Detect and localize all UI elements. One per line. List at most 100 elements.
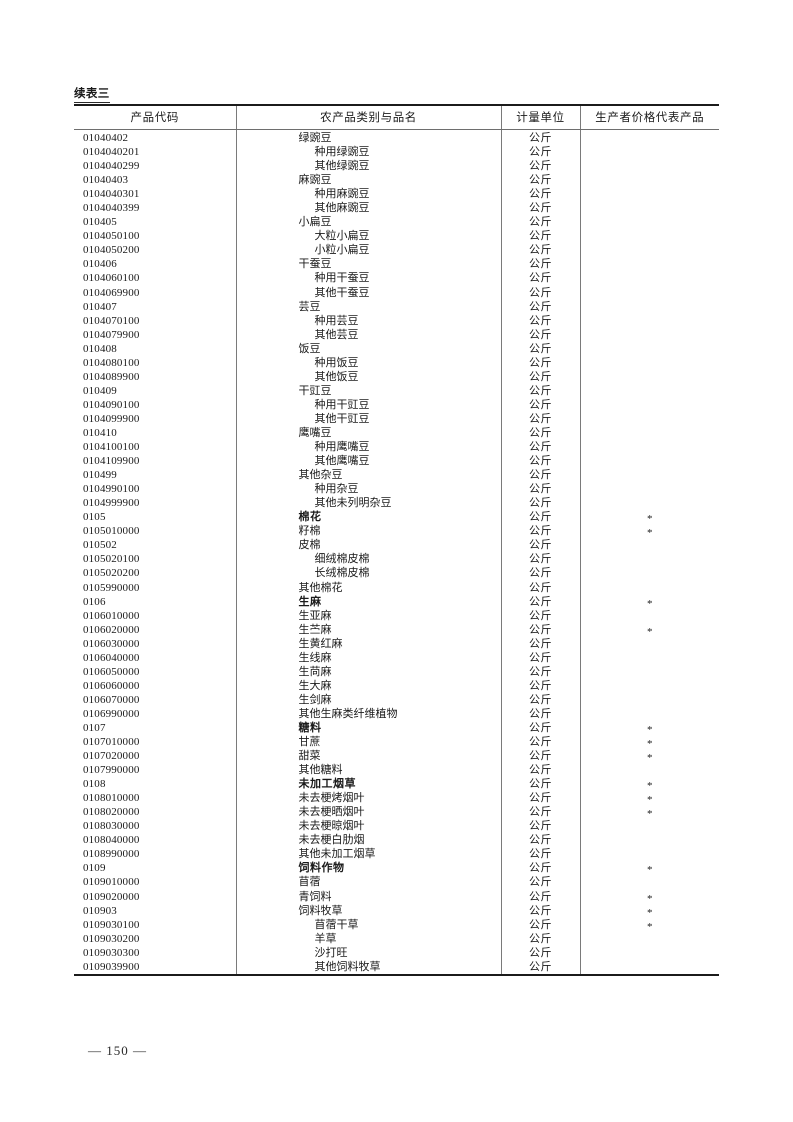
cell-representative-marker xyxy=(579,945,719,960)
cell-measure-unit: 公斤 xyxy=(500,313,580,328)
cell-product-name: 饲料牧草 xyxy=(235,903,501,918)
table-row: 0106990000 其他生麻类纤维植物 公斤 xyxy=(74,706,719,721)
asterisk-marker: * xyxy=(647,625,653,638)
page-folio: — 150 — xyxy=(88,1043,147,1059)
table-row: 0106010000 生亚麻 公斤 xyxy=(74,608,719,623)
table-row: 0106070000 生剑麻 公斤 xyxy=(74,692,719,707)
cell-product-name: 苜蓿干草 xyxy=(235,917,501,932)
cell-measure-unit: 公斤 xyxy=(500,889,580,904)
product-name-label: 羊草 xyxy=(314,932,337,945)
cell-representative-marker xyxy=(579,243,719,258)
table-row: 0106060000 生大麻 公斤 xyxy=(74,678,719,693)
cell-measure-unit: 公斤 xyxy=(500,468,580,483)
table-row: 010499 其他杂豆 公斤 xyxy=(74,468,719,483)
cell-product-code: 0104070100 xyxy=(83,314,140,327)
cell-measure-unit: 公斤 xyxy=(500,440,580,455)
asterisk-marker: * xyxy=(647,906,653,919)
cell-representative-marker xyxy=(579,173,719,188)
cell-product-code: 0108990000 xyxy=(83,848,140,861)
cell-product-code: 0107020000 xyxy=(83,750,140,763)
product-name-label: 其他干豇豆 xyxy=(314,412,370,425)
cell-product-code: 0104050100 xyxy=(83,230,140,243)
cell-representative-marker xyxy=(579,959,719,976)
cell-representative-marker xyxy=(579,650,719,665)
cell-measure-unit: 公斤 xyxy=(500,496,580,511)
cell-product-code: 0104060100 xyxy=(83,272,140,285)
cell-measure-unit: 公斤 xyxy=(500,369,580,384)
cell-representative-marker: * xyxy=(579,805,719,820)
asterisk-marker: * xyxy=(647,892,653,905)
cell-measure-unit: 公斤 xyxy=(500,397,580,412)
cell-representative-marker: * xyxy=(579,917,719,933)
product-name-label: 甘蔗 xyxy=(298,736,321,749)
table-row: 010409 干豇豆 公斤 xyxy=(74,383,719,398)
cell-product-code: 0105 xyxy=(83,511,106,524)
cell-measure-unit: 公斤 xyxy=(500,243,580,258)
product-name-label: 其他鹰嘴豆 xyxy=(314,455,370,468)
cell-product-code: 0104109900 xyxy=(83,455,140,468)
product-category-label: 未加工烟草 xyxy=(298,778,356,791)
cell-representative-marker: * xyxy=(579,735,719,750)
cell-representative-marker xyxy=(579,425,719,441)
cell-product-code: 0106070000 xyxy=(83,693,140,706)
asterisk-marker: * xyxy=(647,864,653,877)
cell-product-code: 0105020100 xyxy=(83,553,140,566)
cell-product-name: 其他杂豆 xyxy=(235,468,501,483)
cell-representative-marker xyxy=(579,580,719,595)
cell-measure-unit: 公斤 xyxy=(500,791,580,806)
cell-product-name: 长绒棉皮棉 xyxy=(235,566,501,581)
cell-measure-unit: 公斤 xyxy=(500,847,580,862)
cell-representative-marker: * xyxy=(579,720,719,736)
cell-representative-marker xyxy=(579,229,719,244)
table-row: 010406 干蚕豆 公斤 xyxy=(74,257,719,272)
product-name-label: 苜蓿干草 xyxy=(314,918,359,931)
cell-measure-unit: 公斤 xyxy=(500,201,580,216)
cell-representative-marker: * xyxy=(579,594,719,610)
cell-representative-marker xyxy=(579,833,719,848)
cell-product-name: 甘蔗 xyxy=(235,735,501,750)
cell-product-code: 0107010000 xyxy=(83,736,140,749)
table-row: 0105020200 长绒棉皮棉 公斤 xyxy=(74,566,719,581)
product-name-label: 小粒小扁豆 xyxy=(314,244,370,257)
cell-product-code: 0106990000 xyxy=(83,707,140,720)
cell-representative-marker xyxy=(579,145,719,160)
cell-measure-unit: 公斤 xyxy=(500,454,580,469)
cell-product-name: 饭豆 xyxy=(235,341,501,356)
cell-product-name: 生苎麻 xyxy=(235,622,501,637)
cell-product-code: 0109039900 xyxy=(74,959,236,976)
cell-product-code: 0105990000 xyxy=(83,581,140,594)
cell-product-name: 未去梗烤烟叶 xyxy=(235,791,501,806)
asterisk-marker: * xyxy=(647,794,653,807)
table-row: 010903 饲料牧草 公斤 * xyxy=(74,903,719,919)
table-row: 010405 小扁豆 公斤 xyxy=(74,215,719,230)
table-row: 0108 未加工烟草 公斤 * xyxy=(74,777,719,792)
table-row: 0109030200 羊草 公斤 xyxy=(74,931,719,946)
table-row: 010407 芸豆 公斤 xyxy=(74,299,719,314)
cell-measure-unit: 公斤 xyxy=(500,580,580,595)
table-row: 0109030100 苜蓿干草 公斤 * xyxy=(74,917,719,933)
product-name-label: 饲料牧草 xyxy=(298,904,343,917)
cell-measure-unit: 公斤 xyxy=(500,735,580,750)
product-name-label: 其他生麻类纤维植物 xyxy=(298,707,398,720)
cell-product-name: 生亚麻 xyxy=(235,608,501,623)
cell-product-code: 0106020000 xyxy=(83,623,140,636)
product-name-label: 苜蓿 xyxy=(298,876,321,889)
cell-measure-unit: 公斤 xyxy=(500,187,580,202)
cell-product-name: 麻豌豆 xyxy=(235,173,501,188)
product-name-label: 其他麻豌豆 xyxy=(314,202,370,215)
product-name-label: 生苎麻 xyxy=(298,623,332,636)
table-row: 0106050000 生苘麻 公斤 xyxy=(74,664,719,679)
cell-representative-marker xyxy=(579,397,719,412)
cell-product-name: 细绒棉皮棉 xyxy=(235,552,501,567)
cell-product-code: 01040403 xyxy=(83,174,129,187)
product-name-label: 绿豌豆 xyxy=(298,132,332,144)
cell-product-code: 0104099900 xyxy=(83,412,140,425)
cell-product-name: 未去梗晒烟叶 xyxy=(235,805,501,820)
cell-product-name: 种用杂豆 xyxy=(235,482,501,497)
cell-measure-unit: 公斤 xyxy=(500,482,580,497)
table-body: 01040402 绿豌豆 公斤 0104040201 种用绿豌豆 公斤 0104040299… xyxy=(74,129,719,976)
product-name-label: 其他饭豆 xyxy=(314,370,359,383)
product-category-label: 饲料作物 xyxy=(298,862,345,875)
product-name-label: 籽棉 xyxy=(298,525,321,538)
cell-product-code: 010502 xyxy=(83,539,117,552)
